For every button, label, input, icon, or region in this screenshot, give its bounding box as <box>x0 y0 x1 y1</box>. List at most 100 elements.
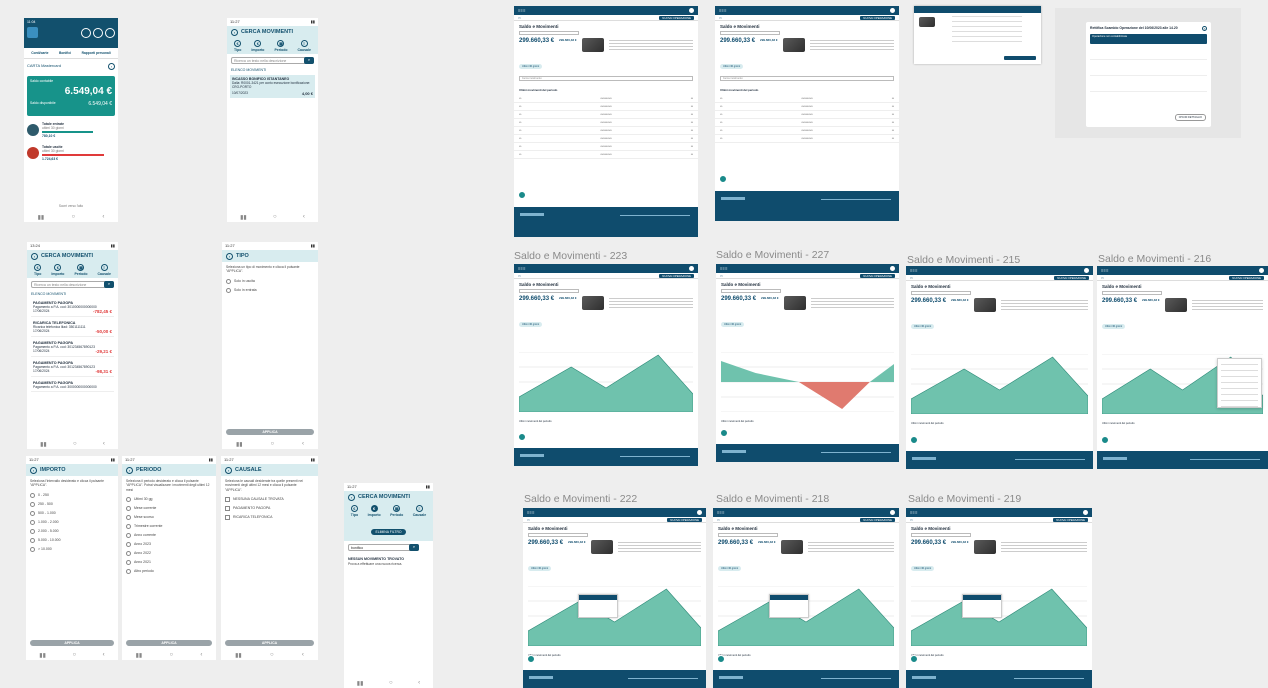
new-operation-button[interactable]: NUOVA OPERAZIONE <box>860 517 895 522</box>
new-operation-button[interactable]: NUOVA OPERAZIONE <box>659 273 694 278</box>
radio-option[interactable]: Anno 2022 <box>122 549 216 558</box>
nav-tab[interactable]: ▭ <box>518 15 521 20</box>
radio-option[interactable]: > 10.000 <box>26 545 118 554</box>
period-pill[interactable]: Ultimi 30 giorni <box>720 64 744 69</box>
chevron-right-icon[interactable]: › <box>108 63 115 70</box>
new-operation-button[interactable]: NUOVA OPERAZIONE <box>860 15 895 20</box>
back-icon[interactable]: ‹ <box>231 28 238 36</box>
user-icon[interactable] <box>689 266 694 271</box>
filter-periodo[interactable]: ▦ Periodo <box>390 505 404 517</box>
account-select[interactable] <box>1102 291 1162 295</box>
account-select[interactable] <box>720 31 780 35</box>
dropdown-option[interactable] <box>1221 376 1258 377</box>
user-icon[interactable] <box>1083 510 1088 515</box>
apply-button[interactable]: APPLICA <box>225 640 314 646</box>
table-row[interactable]: ▭ ▭▭▭▭▭ ▭ <box>715 111 899 119</box>
back-icon[interactable]: ‹ <box>348 493 355 501</box>
account-select[interactable] <box>911 291 971 295</box>
nav-tab[interactable]: ▭ <box>717 517 720 522</box>
checkbox-option[interactable]: NESSUNA CAUSALE TROVATA <box>221 495 318 504</box>
radio-option[interactable]: Ultimi 30 gg <box>122 495 216 504</box>
back-icon[interactable]: ‹ <box>30 466 37 474</box>
radio-option[interactable]: Mese corrente <box>122 504 216 513</box>
table-row[interactable]: ▭ ▭▭▭▭▭ ▭ <box>514 119 698 127</box>
new-operation-button[interactable]: NUOVA OPERAZIONE <box>659 15 694 20</box>
table-row[interactable]: ▭ ▭▭▭▭▭ ▭ <box>514 111 698 119</box>
search-icon[interactable]: ⌕ <box>304 57 314 64</box>
radio-option[interactable]: 2.000 - 5.000 <box>26 527 118 536</box>
help-fab[interactable] <box>910 436 918 444</box>
new-operation-button[interactable]: NUOVA OPERAZIONE <box>1053 517 1088 522</box>
home-icon[interactable]: ○ <box>71 214 76 220</box>
filter-importo[interactable]: € Importo <box>367 505 381 517</box>
menu-icon[interactable] <box>27 27 38 38</box>
dropdown-option[interactable] <box>1221 394 1258 395</box>
list-item[interactable]: PAGAMENTO PAGOPA Pagamento a P.A. cod: 30… <box>31 379 114 392</box>
account-select[interactable] <box>519 31 579 35</box>
help-fab[interactable] <box>717 655 725 663</box>
profile-icon[interactable] <box>105 27 115 38</box>
filter-tipo[interactable]: € Tipo <box>350 505 359 517</box>
nav-tab[interactable]: ▭ <box>527 517 530 522</box>
user-icon[interactable] <box>697 510 702 515</box>
nav-tab[interactable]: ▭ <box>1101 275 1104 280</box>
tab-rapporti[interactable]: Rapporti personali <box>81 51 111 55</box>
user-icon[interactable] <box>890 510 895 515</box>
filter-causale[interactable]: ≡ Causale <box>412 505 427 517</box>
table-row[interactable]: ▭ ▭▭▭▭▭ ▭ <box>715 95 899 103</box>
user-icon[interactable] <box>1084 268 1089 273</box>
account-select[interactable] <box>718 533 778 537</box>
user-icon[interactable] <box>890 8 895 13</box>
table-row[interactable]: ▭ ▭▭▭▭▭ ▭ <box>715 103 899 111</box>
notification-icon[interactable] <box>81 27 91 38</box>
balance-chart[interactable] <box>911 354 1088 414</box>
nav-tab[interactable]: ▭ <box>719 15 722 20</box>
period-pill[interactable]: Ultimi 30 giorni <box>718 566 742 571</box>
table-row[interactable]: ▭ ▭▭▭▭▭ ▭ <box>514 135 698 143</box>
filter-causale[interactable]: ≡ Causale <box>97 264 111 276</box>
balance-chart[interactable] <box>911 586 1087 646</box>
filter-importo[interactable]: € Importo <box>251 40 265 52</box>
new-operation-button[interactable]: NUOVA OPERAZIONE <box>667 517 702 522</box>
list-item[interactable]: PAGAMENTO PAGOPA Pagamento a P.A. cod: 30… <box>31 299 114 317</box>
new-operation-button[interactable]: NUOVA OPERAZIONE <box>1054 275 1089 280</box>
list-item[interactable]: PAGAMENTO PAGOPA Pagamento a P.A. cod: 30… <box>31 359 114 377</box>
security-icon[interactable] <box>93 27 103 38</box>
table-row[interactable]: ▭ ▭▭▭▭▭ ▭ <box>514 143 698 151</box>
popup-button[interactable] <box>1004 56 1036 60</box>
help-fab[interactable] <box>1101 436 1109 444</box>
search-input[interactable]: Cerca movimento <box>720 76 894 81</box>
dropdown-option[interactable] <box>1221 388 1258 389</box>
search-input[interactable]: Ricerca un testo nella descrizione ⌕ <box>31 281 114 288</box>
dropdown-option[interactable] <box>1221 382 1258 383</box>
filter-periodo[interactable]: ▦ Periodo <box>74 264 88 276</box>
period-dropdown[interactable] <box>1217 358 1262 408</box>
tab-conti[interactable]: Conti/carte <box>31 51 49 55</box>
checkbox-option[interactable]: RICARICA TELEFONICA <box>221 513 318 522</box>
table-row[interactable]: ▭ ▭▭▭▭▭ ▭ <box>715 127 899 135</box>
period-pill[interactable]: Ultimi 30 giorni <box>1102 324 1126 329</box>
dropdown-option[interactable] <box>1221 400 1258 401</box>
help-fab[interactable] <box>720 429 728 437</box>
tab-bonifici[interactable]: Bonifici <box>58 51 72 55</box>
back-icon[interactable]: ‹ <box>225 466 232 474</box>
filter-tipo[interactable]: € Tipo <box>34 264 42 276</box>
radio-option[interactable]: 0 - 250 <box>26 491 118 500</box>
nav-tab[interactable]: ▭ <box>720 273 723 278</box>
radio-option[interactable]: 5.000 - 10.000 <box>26 536 118 545</box>
back-icon[interactable]: ‹ <box>102 214 105 220</box>
radio-option[interactable]: Anno 2023 <box>122 540 216 549</box>
radio-option[interactable]: Solo in entrata <box>222 286 318 295</box>
radio-option[interactable]: 500 - 1.000 <box>26 509 118 518</box>
period-pill[interactable]: Ultimi 30 giorni <box>721 322 745 327</box>
account-select[interactable] <box>721 289 781 293</box>
balance-chart[interactable] <box>721 352 894 412</box>
search-input[interactable]: Ricerca un testo nella descrizione ⌕ <box>231 57 314 64</box>
account-select[interactable] <box>519 289 579 293</box>
nav-tab[interactable]: ▭ <box>518 273 521 278</box>
list-item[interactable]: PAGAMENTO PAGOPA Pagamento a P.A. cod: 30… <box>31 339 114 357</box>
recents-icon[interactable]: ▮▮ <box>37 214 45 221</box>
close-detail-button[interactable]: CHIUDI DETTAGLIO <box>1174 114 1206 121</box>
checkbox-option[interactable]: PAGAMENTO PAGOPA <box>221 504 318 513</box>
table-row[interactable]: ▭ ▭▭▭▭▭ ▭ <box>514 95 698 103</box>
